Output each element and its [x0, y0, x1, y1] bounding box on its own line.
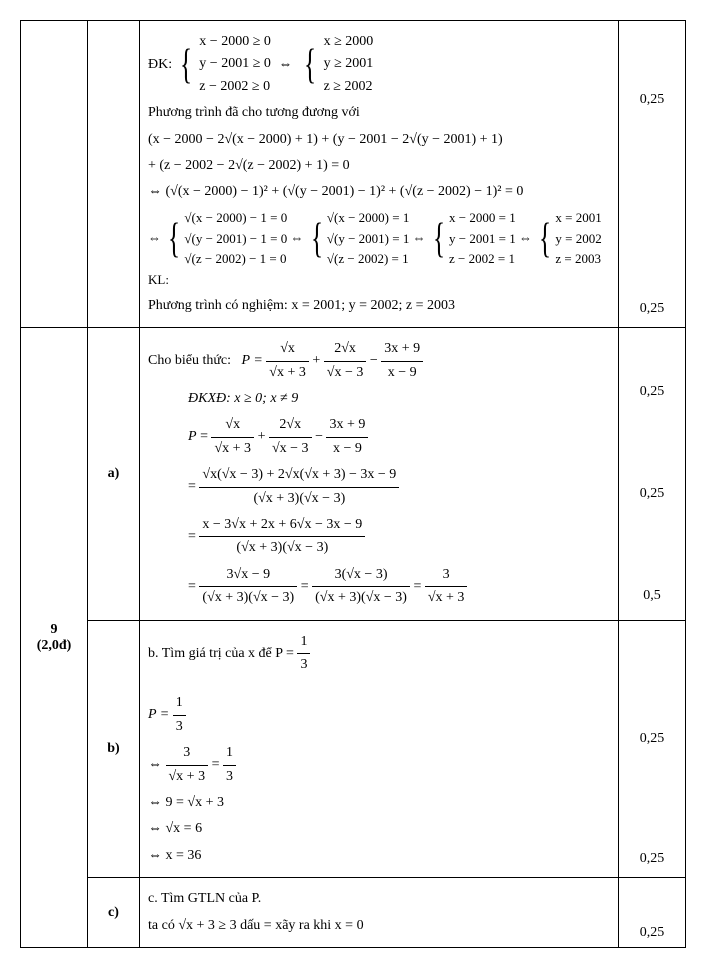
score: 0,25 — [640, 486, 665, 502]
sC2: y − 2001 = 1 — [449, 231, 516, 246]
s4bd: (√x + 3)(√x − 3) — [312, 587, 410, 609]
s4an: 3√x − 9 — [199, 564, 297, 587]
sC1: x − 2000 = 1 — [449, 210, 516, 225]
s3d: (√x + 3)(√x − 3) — [199, 537, 365, 559]
score: 0,5 — [643, 588, 661, 604]
sD1: x = 2001 — [555, 210, 601, 225]
dk-label: ĐK: — [148, 57, 172, 72]
eq2: + (z − 2002 − 2√(z − 2002) + 1) = 0 — [148, 155, 610, 177]
sA3: √(z − 2002) − 1 = 0 — [184, 251, 286, 266]
s4bn: 3(√x − 3) — [312, 564, 410, 587]
dk2-l2: y ≥ 2001 — [324, 56, 374, 71]
dk1-l1: x − 2000 ≥ 0 — [199, 34, 271, 49]
s3n: x − 3√x + 2x + 6√x − 3x − 9 — [199, 514, 365, 537]
solution-table: ĐK: { x − 2000 ≥ 0 y − 2001 ≥ 0 z − 2002… — [20, 20, 686, 948]
eq3: ⇔ (√(x − 2000) − 1)² + (√(y − 2001) − 1)… — [148, 181, 610, 203]
q-weight: (2,0đ) — [29, 638, 79, 654]
q9b-score: 0,25 0,25 — [619, 620, 686, 878]
q-col-empty — [21, 21, 88, 328]
sB3: √(z − 2002) = 1 — [327, 251, 409, 266]
bl1: P = — [148, 708, 169, 723]
q9a-label: a) — [88, 328, 140, 620]
q9-number: 9 (2,0đ) — [21, 328, 88, 948]
t3n: 3x + 9 — [381, 338, 423, 361]
dk1-l3: z − 2002 ≥ 0 — [199, 79, 270, 94]
sB2: √(y − 2001) = 1 — [327, 231, 409, 246]
conclusion: Phương trình có nghiệm: x = 2001; y = 20… — [148, 295, 610, 317]
row1-content: ĐK: { x − 2000 ≥ 0 y − 2001 ≥ 0 z − 2002… — [140, 21, 619, 328]
s2d: (√x + 3)(√x − 3) — [199, 488, 399, 510]
given: Cho biểu thức: — [148, 353, 231, 368]
c-title: c. Tìm GTLN của P. — [148, 888, 610, 910]
q9b-label: b) — [88, 620, 140, 878]
sC3: z − 2002 = 1 — [449, 251, 515, 266]
b-title: b. Tìm giá trị của x để P = — [148, 646, 297, 661]
bl5: ⇔ x = 36 — [148, 845, 610, 867]
equiv-text: Phương trình đã cho tương đương với — [148, 102, 610, 124]
dk1-l2: y − 2001 ≥ 0 — [199, 56, 271, 71]
sD2: y = 2002 — [555, 231, 601, 246]
score: 0,25 — [640, 92, 665, 108]
t2n: 2√x — [324, 338, 367, 361]
part-col-empty — [88, 21, 140, 328]
score: 0,25 — [640, 925, 665, 940]
sB1: √(x − 2000) = 1 — [327, 210, 409, 225]
dkxd: ĐKXĐ: x ≥ 0; x ≠ 9 — [188, 391, 298, 406]
P-label: P = — [242, 353, 263, 368]
sA2: √(y − 2001) − 1 = 0 — [184, 231, 287, 246]
c-line: ta có √x + 3 ≥ 3 dấu = xãy ra khi x = 0 — [148, 915, 610, 937]
page: ĐK: { x − 2000 ≥ 0 y − 2001 ≥ 0 z − 2002… — [20, 20, 686, 948]
s4cd: √x + 3 — [425, 587, 468, 609]
t2d: √x − 3 — [324, 362, 367, 384]
q9a-score: 0,25 0,25 0,5 — [619, 328, 686, 620]
q9a-content: Cho biểu thức: P = √x√x + 3 + 2√x√x − 3 … — [140, 328, 619, 620]
sD3: z = 2003 — [555, 251, 601, 266]
s4cn: 3 — [425, 564, 468, 587]
iff: ⇔ — [278, 57, 292, 72]
score: 0,25 — [640, 301, 665, 317]
s2n: √x(√x − 3) + 2√x(√x + 3) − 3x − 9 — [199, 464, 399, 487]
bl3: ⇔ 9 = √x + 3 — [148, 792, 610, 814]
eq1: (x − 2000 − 2√(x − 2000) + 1) + (y − 200… — [148, 129, 610, 151]
s4ad: (√x + 3)(√x − 3) — [199, 587, 297, 609]
dk2-l1: x ≥ 2000 — [324, 34, 374, 49]
score: 0,25 — [640, 731, 665, 747]
score: 0,25 — [640, 851, 665, 867]
bl4: ⇔ √x = 6 — [148, 818, 610, 840]
t1d: √x + 3 — [266, 362, 309, 384]
dk2-l3: z ≥ 2002 — [324, 79, 373, 94]
kl: KL: — [148, 272, 169, 287]
t3d: x − 9 — [381, 362, 423, 384]
row1-score: 0,25 0,25 — [619, 21, 686, 328]
score: 0,25 — [640, 384, 665, 400]
t1n: √x — [266, 338, 309, 361]
q9b-content: b. Tìm giá trị của x để P = 13 P = 13 ⇔ … — [140, 620, 619, 878]
sA1: √(x − 2000) − 1 = 0 — [184, 210, 287, 225]
q-num: 9 — [29, 622, 79, 638]
